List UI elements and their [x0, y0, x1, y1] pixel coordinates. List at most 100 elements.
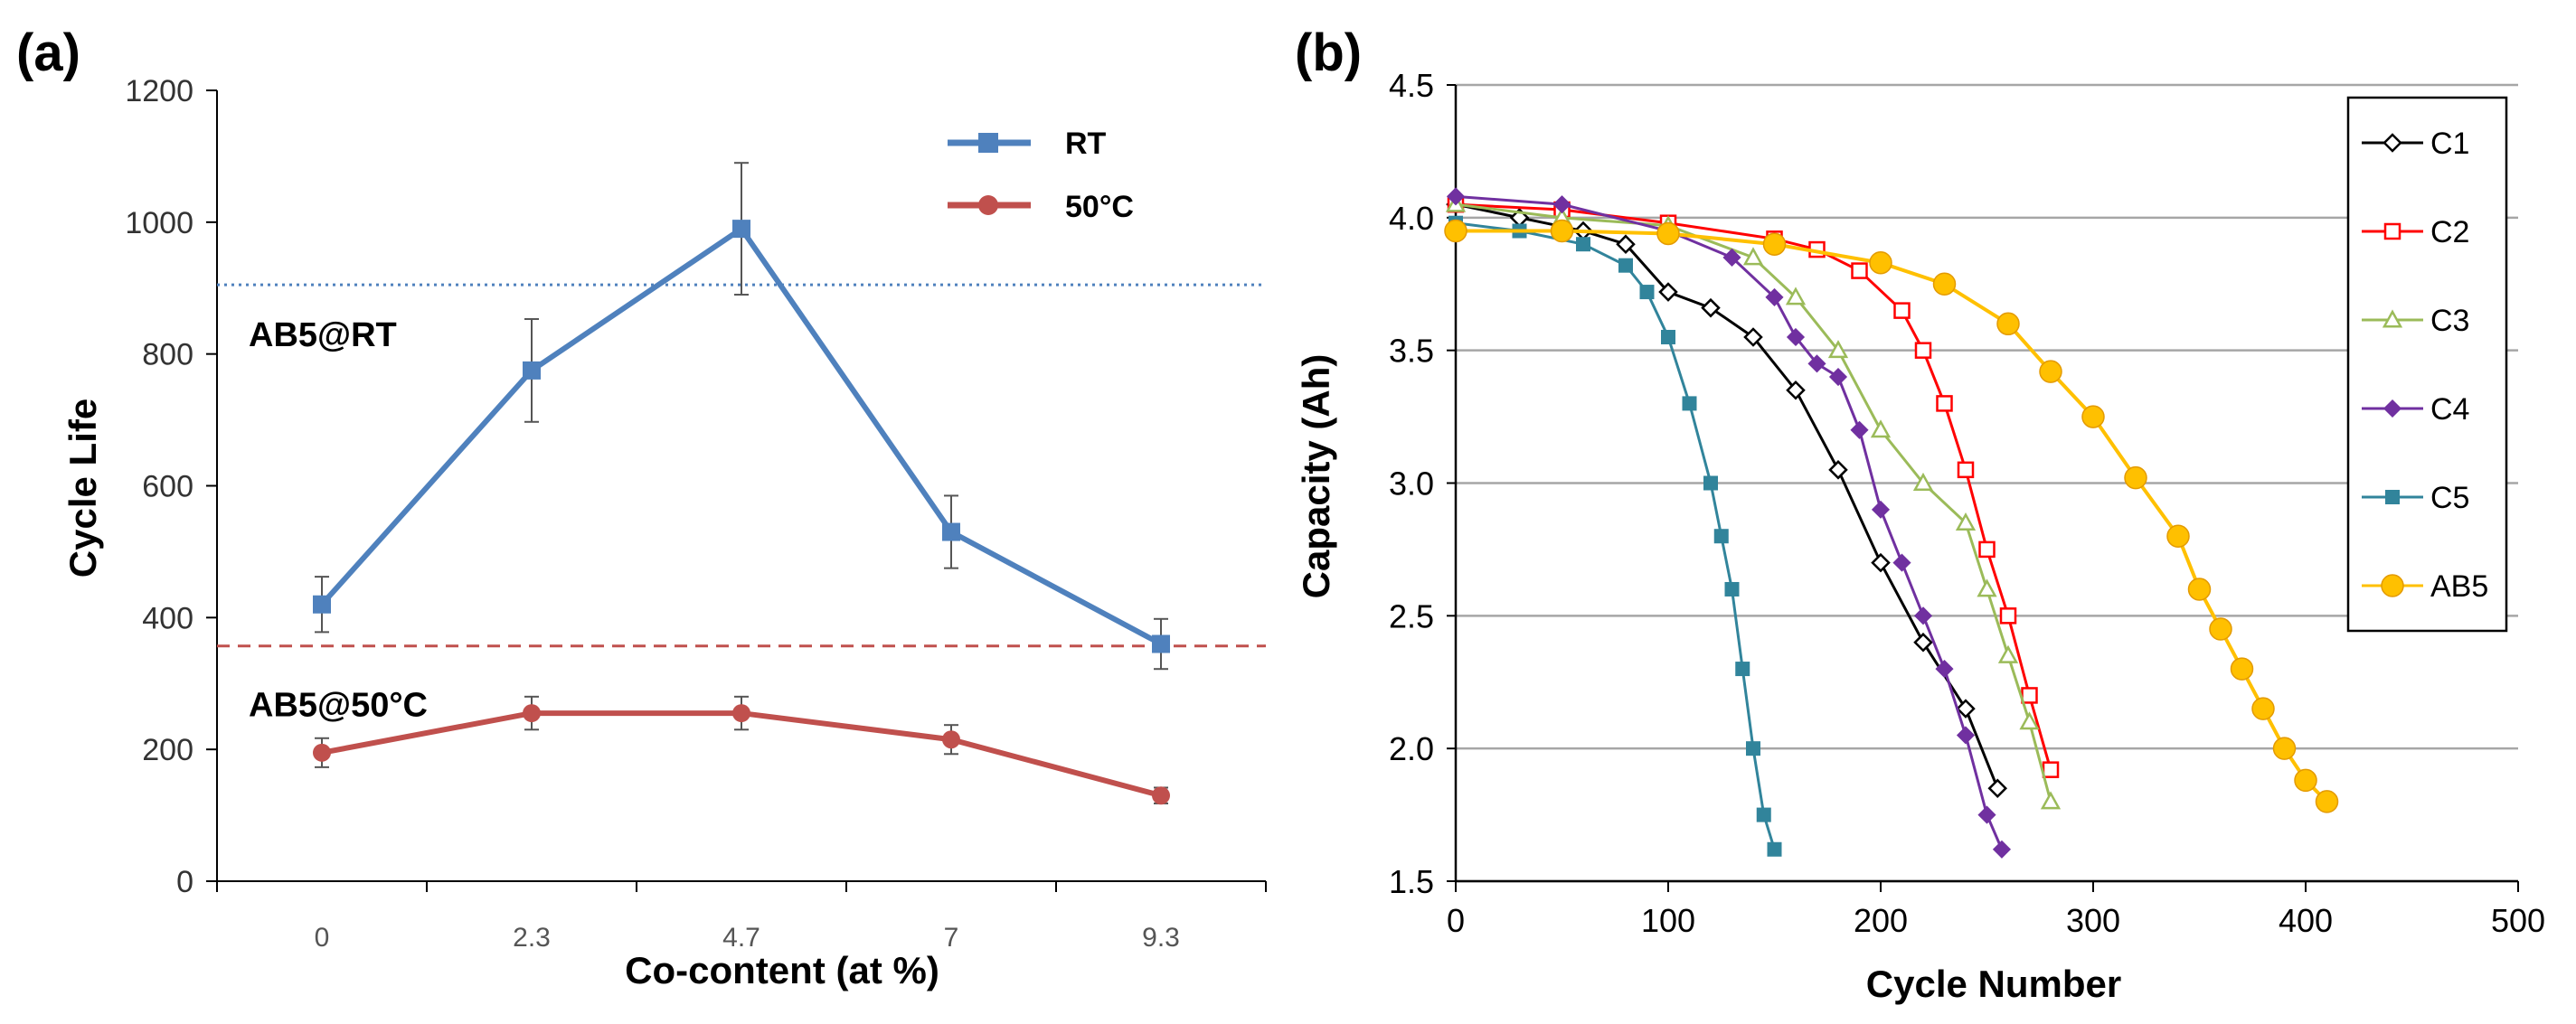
data-point-ab5: [1869, 251, 1892, 275]
data-point-c4: [1956, 726, 1976, 745]
data-point-c2: [1914, 342, 1932, 359]
legend-marker-c2: [2383, 222, 2401, 240]
data-point-c5: [1756, 807, 1771, 822]
panel-a-xtick-label: 2.3: [513, 923, 551, 953]
data-point-c4: [1552, 195, 1571, 214]
data-point-ab5: [2251, 697, 2275, 720]
data-point-c2: [1978, 540, 1996, 559]
data-point-rt: [523, 361, 541, 380]
panel-b-label: (b): [1295, 23, 1362, 82]
series-line-c1: [1455, 202, 1999, 789]
data-point-c1: [1616, 234, 1636, 254]
data-point-c5: [1661, 329, 1675, 344]
data-point-c5: [1735, 662, 1750, 677]
data-point-50-c: [523, 704, 541, 723]
data-point-c5: [1746, 741, 1760, 756]
data-point-c4: [1786, 327, 1806, 347]
legend-label-c2: C2: [2430, 215, 2469, 249]
data-point-ab5: [1996, 312, 2020, 336]
data-point-c1: [1658, 282, 1678, 302]
data-point-c4: [1892, 553, 1911, 572]
panel-b-ytick-label: 4.5: [1389, 67, 1434, 104]
panel-a-axes: 0 200 400 600 800 1000 1200 0 2.3 4.7 7 9.3: [125, 74, 1267, 953]
panel-a-xlabel: Co-content (at %): [625, 949, 939, 991]
reference-label-ab5-50-c: AB5@50°C: [249, 687, 428, 725]
data-point-c1: [1913, 632, 1933, 653]
data-point-c3: [1742, 247, 1764, 266]
data-point-c1: [1956, 699, 1976, 719]
panel-a-ytick-label: 1200: [125, 74, 193, 108]
panel-b-ytick-label: 2.0: [1389, 730, 1434, 767]
legend-label-ab5: AB5: [2430, 569, 2488, 604]
legend-marker-c1: [2383, 133, 2402, 153]
data-point-c4: [1828, 367, 1848, 387]
panel-b-xtick-label: 100: [1641, 902, 1695, 939]
data-point-c5: [1713, 529, 1729, 544]
data-point-ab5: [2039, 360, 2062, 383]
panel-a-ytick-label: 1000: [125, 206, 193, 240]
data-point-c2: [2042, 761, 2060, 778]
panel-a-ytick-label: 400: [142, 601, 193, 635]
panel-a-series: [313, 162, 1170, 805]
data-point-c1: [1743, 327, 1763, 347]
data-point-ab5: [2187, 578, 2212, 601]
legend-label-c5: C5: [2430, 481, 2469, 515]
panel-a-ytick-label: 600: [142, 470, 193, 504]
data-point-c3: [1977, 578, 1997, 597]
data-point-rt: [313, 595, 331, 614]
data-point-c4: [1850, 420, 1869, 439]
data-point-c4: [1977, 805, 1996, 824]
data-point-ab5: [1444, 219, 1467, 243]
data-point-ab5: [2209, 617, 2232, 641]
panel-b-xtick-label: 0: [1447, 902, 1465, 939]
panel-a-xtick-label: 4.7: [722, 923, 760, 953]
legend-label-c3: C3: [2430, 304, 2469, 338]
panel-b-xtick-label: 300: [2066, 902, 2120, 939]
data-point-ab5: [1656, 221, 1680, 246]
data-point-ab5: [2081, 405, 2105, 428]
data-point-c3: [1870, 419, 1892, 438]
panel-a-ytick-label: 0: [176, 865, 193, 899]
data-point-c1: [1786, 380, 1806, 400]
legend-label-c1: C1: [2430, 127, 2469, 161]
data-point-ab5: [1550, 219, 1574, 243]
data-point-c5: [1682, 396, 1697, 411]
data-point-c4: [1913, 606, 1933, 625]
panel-b-ytick-label: 2.5: [1389, 597, 1434, 634]
data-point-c4: [1871, 500, 1891, 519]
data-point-c1: [1701, 297, 1721, 318]
panel-a-legend: RT 50°C: [948, 127, 1134, 224]
data-point-c5: [1576, 237, 1590, 252]
series-line-c4: [1455, 194, 2004, 850]
data-point-c2: [2021, 687, 2038, 704]
panel-b-legend: C1 C2 C3 C4 C5 AB5: [2346, 96, 2508, 633]
panel-b-legend-box: [2346, 96, 2508, 633]
panel-b: (b) Capacity (Ah) Cycle Number 1.5 2.0 2.5…: [1295, 23, 2545, 1005]
data-point-c1: [1828, 460, 1848, 480]
data-point-c4: [1935, 660, 1954, 679]
data-point-rt: [1152, 634, 1170, 653]
legend-marker-ab5: [2381, 574, 2404, 597]
panel-b-xtick-label: 400: [2279, 902, 2333, 939]
panel-a-ytick-label: 200: [142, 733, 193, 767]
panel-b-xtick-label: 500: [2491, 902, 2545, 939]
legend-marker-c5: [2385, 490, 2400, 504]
data-point-c2: [1957, 461, 1975, 479]
panel-a-ytick-label: 800: [142, 338, 193, 372]
data-point-rt: [942, 522, 960, 541]
panel-b-ytick-label: 3.5: [1389, 333, 1434, 370]
panel-b-ytick-label: 4.0: [1389, 200, 1434, 237]
data-point-c5: [1724, 581, 1740, 597]
data-point-c4: [1807, 354, 1826, 373]
data-point-c5: [1618, 258, 1633, 273]
data-point-c1: [1987, 778, 2008, 798]
data-point-c2: [1999, 607, 2017, 625]
data-point-c3: [1912, 472, 1934, 491]
data-point-ab5: [1932, 272, 1957, 296]
panel-a-reference-lines: AB5@RT AB5@50°C: [217, 283, 1266, 725]
data-point-ab5: [1762, 232, 1787, 256]
data-point-c4: [1722, 248, 1741, 267]
data-point-c3: [1827, 340, 1849, 359]
series-line-c2: [1455, 202, 2052, 771]
